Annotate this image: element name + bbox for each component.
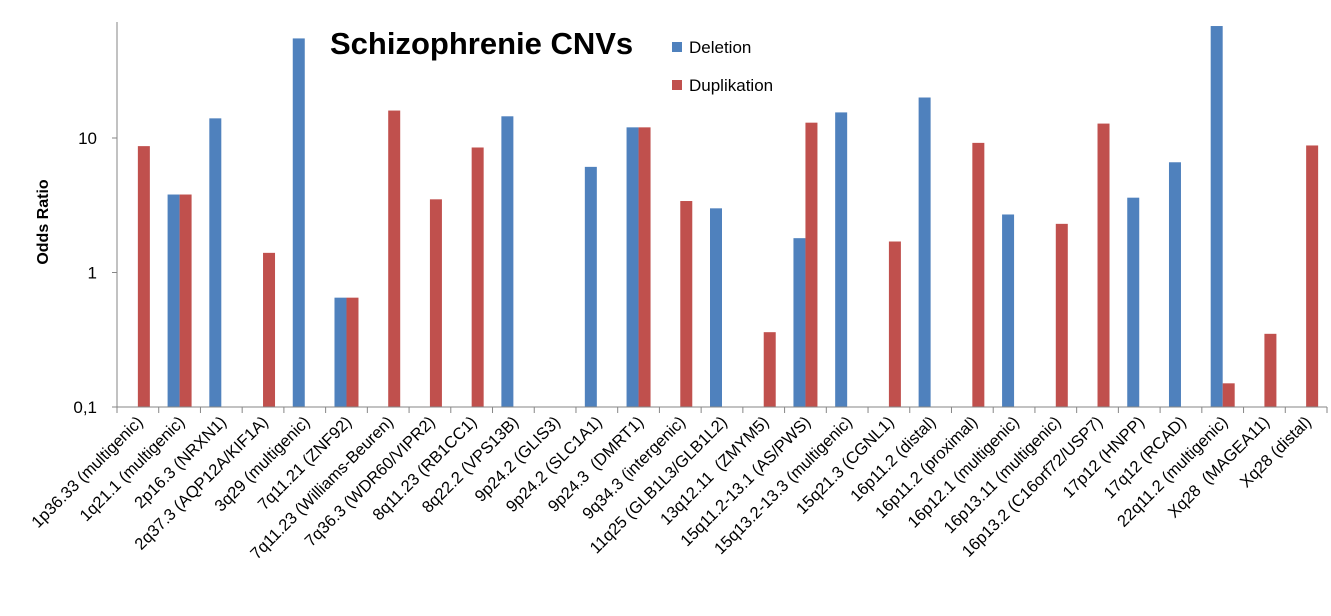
legend-label: Deletion — [689, 38, 751, 57]
duplikation-bar — [388, 110, 401, 408]
duplikation-bar — [680, 201, 693, 407]
deletion-bar — [292, 38, 305, 408]
deletion-bar — [1002, 214, 1015, 407]
deletion-bar — [793, 238, 806, 407]
deletion-bar — [1168, 162, 1181, 407]
duplikation-bar — [763, 332, 776, 407]
duplikation-bar — [972, 142, 985, 407]
duplikation-bar — [179, 194, 192, 407]
duplikation-bar — [888, 241, 901, 407]
legend-swatch — [672, 80, 682, 90]
y-tick-label: 1 — [88, 264, 97, 283]
y-tick-label: 0,1 — [73, 398, 97, 417]
deletion-bar — [835, 112, 848, 408]
deletion-bar — [209, 118, 222, 407]
legend: Deletion Duplikation — [672, 38, 773, 95]
deletion-bar — [710, 208, 722, 407]
ticks — [112, 137, 1328, 413]
duplikation-bar — [805, 122, 818, 408]
deletion-bar — [584, 166, 597, 407]
duplikation-bar — [346, 297, 359, 407]
duplikation-bar — [429, 199, 442, 407]
deletion-bar — [918, 97, 931, 407]
deletion-bar — [1127, 197, 1140, 407]
y-axis-label: Odds Ratio — [35, 179, 52, 265]
duplikation-bar — [471, 147, 484, 408]
deletion-bar — [501, 116, 514, 408]
duplikation-bar — [638, 127, 651, 407]
deletion-bar — [334, 297, 347, 407]
plot-area — [137, 26, 1319, 408]
deletion-bar — [167, 194, 180, 407]
deletion-bar — [626, 127, 639, 407]
y-tick-label: 10 — [78, 129, 97, 148]
deletion-bar — [1210, 26, 1223, 408]
duplikation-bar — [1306, 145, 1319, 407]
duplikation-bar — [1264, 333, 1277, 407]
axes — [116, 22, 1327, 408]
duplikation-bar — [263, 252, 276, 407]
duplikation-bar — [137, 146, 150, 407]
duplikation-bar — [1055, 223, 1068, 407]
legend-label: Duplikation — [689, 76, 773, 95]
duplikation-bar — [1222, 383, 1235, 407]
chart-title: Schizophrenie CNVs — [330, 26, 633, 61]
legend-swatch — [672, 42, 682, 52]
duplikation-bar — [1097, 123, 1110, 407]
